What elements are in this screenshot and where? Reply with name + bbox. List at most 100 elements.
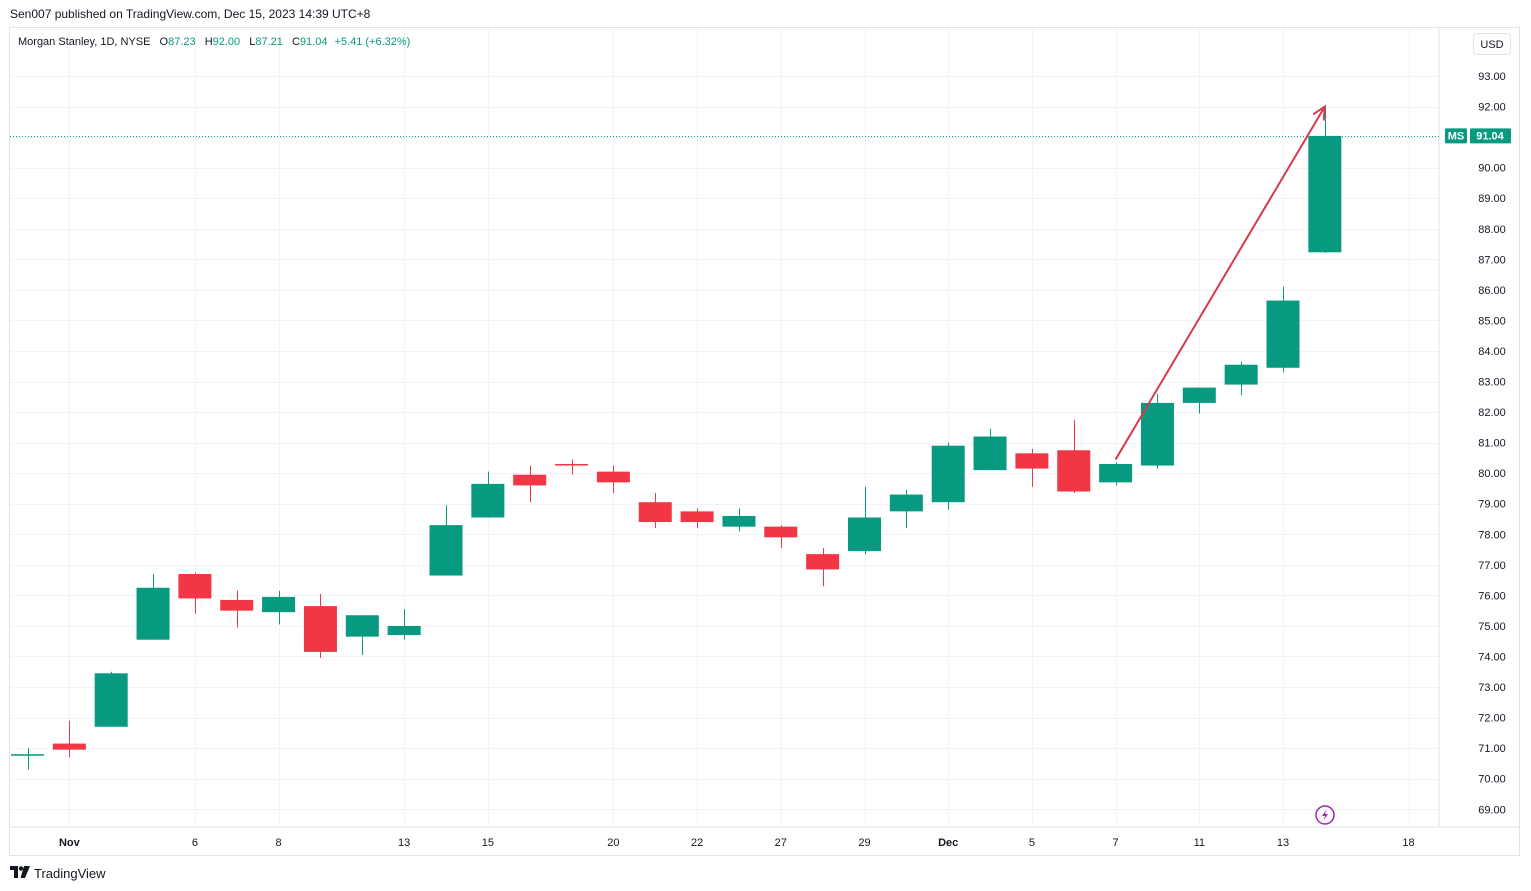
lightning-icon[interactable] — [1315, 805, 1335, 825]
price-tick-label: 79.00 — [1478, 499, 1506, 511]
price-tick-label: 78.00 — [1478, 529, 1506, 541]
candle-body — [638, 502, 672, 523]
price-tick-label: 88.00 — [1478, 224, 1506, 236]
candle-body — [722, 515, 756, 527]
candle-body — [220, 599, 254, 611]
price-tick-label: 76.00 — [1478, 590, 1506, 602]
candle — [136, 574, 170, 640]
price-tag-value: 91.04 — [1476, 130, 1504, 142]
candle-body — [345, 615, 379, 637]
candle — [11, 748, 44, 770]
chart-frame[interactable] — [9, 27, 1520, 856]
ohlc-legend: Morgan Stanley, 1D, NYSE O87.23 H92.00 L… — [18, 36, 410, 48]
candle-body — [513, 474, 547, 486]
candle-body — [848, 517, 881, 552]
time-tick-label: Dec — [938, 837, 958, 849]
candle — [94, 671, 128, 727]
tradingview-logo-icon — [10, 865, 30, 881]
candle — [303, 593, 337, 659]
price-tick-label: 70.00 — [1478, 774, 1506, 786]
price-tick-label: 74.00 — [1478, 651, 1506, 663]
candle — [722, 508, 756, 532]
candle — [638, 493, 672, 529]
candle — [1308, 106, 1342, 253]
candle-body — [471, 483, 505, 518]
publisher-line: Sen007 published on TradingView.com, Dec… — [10, 7, 371, 21]
candle — [178, 572, 212, 614]
candle — [848, 486, 881, 555]
time-tick-label: Nov — [59, 837, 81, 849]
candle-body — [806, 554, 840, 570]
footer-brand[interactable]: TradingView — [10, 864, 106, 882]
candle-body — [262, 596, 296, 613]
price-tag-symbol-bg — [1445, 128, 1467, 144]
candle — [555, 459, 589, 475]
candle — [1182, 387, 1216, 414]
price-tag-value-bg — [1470, 128, 1511, 144]
candle-body — [11, 754, 44, 756]
arrow-head[interactable] — [1312, 104, 1327, 121]
price-axis-labels: 93.00 92.00 90.00 89.00 88.00 87.00 86.00 85.00… — [1478, 71, 1506, 816]
price-tag-symbol: MS — [1448, 130, 1465, 142]
close-label: C — [291, 36, 300, 48]
footer-brand-label: TradingView — [34, 865, 106, 881]
currency-button[interactable]: USD — [1473, 33, 1511, 55]
price-tick-label: 73.00 — [1478, 682, 1506, 694]
low-value: 87.21 — [255, 36, 283, 48]
candle — [931, 442, 965, 510]
price-tick-label: 90.00 — [1478, 163, 1506, 175]
trend-arrow-annotation[interactable] — [1114, 104, 1327, 460]
candle-body — [1140, 402, 1174, 466]
time-tick-label: 13 — [1277, 837, 1289, 849]
candle-body — [1266, 300, 1300, 368]
candle-body — [429, 525, 463, 576]
candle-body — [1057, 450, 1091, 492]
candle — [1266, 286, 1300, 373]
price-tick-label: 86.00 — [1478, 285, 1506, 297]
price-tick-label: 80.00 — [1478, 468, 1506, 480]
candle-body — [555, 464, 589, 466]
price-tick-label: 84.00 — [1478, 346, 1506, 358]
candle-body — [973, 436, 1007, 471]
symbol-description: Morgan Stanley, 1D, NYSE — [18, 36, 151, 48]
candle — [1057, 419, 1091, 494]
candle — [471, 471, 505, 518]
close-value: 91.04 — [299, 36, 328, 48]
candle-body — [94, 673, 128, 727]
candle — [1140, 393, 1174, 469]
candle — [680, 508, 714, 529]
time-tick-label: 27 — [775, 837, 787, 849]
candle — [889, 489, 923, 529]
candle — [429, 505, 463, 576]
time-tick-label: 13 — [398, 837, 410, 849]
price-tick-label: 69.00 — [1478, 804, 1506, 816]
candle — [973, 428, 1007, 471]
arrow-shaft[interactable] — [1114, 106, 1326, 460]
price-tick-label: 77.00 — [1478, 560, 1506, 572]
price-tick-label: 83.00 — [1478, 377, 1506, 389]
candles — [11, 106, 1342, 770]
last-price-tag: MS 91.04 — [1445, 128, 1511, 144]
candle-body — [1182, 387, 1216, 403]
candle — [52, 720, 86, 758]
high-value: 92.00 — [212, 36, 241, 48]
candle-body — [764, 526, 798, 538]
time-tick-label: 8 — [276, 837, 282, 849]
candle-body — [680, 511, 714, 523]
candle-body — [136, 587, 170, 640]
price-tick-label: 81.00 — [1478, 438, 1506, 450]
price-tick-label: 87.00 — [1478, 254, 1506, 266]
price-tick-label: 71.00 — [1478, 743, 1506, 755]
candle — [220, 590, 254, 628]
candle — [513, 465, 547, 503]
high-label: H — [204, 36, 213, 48]
low-label: L — [249, 36, 256, 48]
open-label: O — [159, 36, 169, 48]
time-tick-label: 7 — [1113, 837, 1119, 849]
grid-lines — [10, 28, 1439, 826]
open-value: 87.23 — [168, 36, 196, 48]
price-tick-label: 93.00 — [1478, 71, 1506, 83]
time-tick-label: 22 — [691, 837, 703, 849]
